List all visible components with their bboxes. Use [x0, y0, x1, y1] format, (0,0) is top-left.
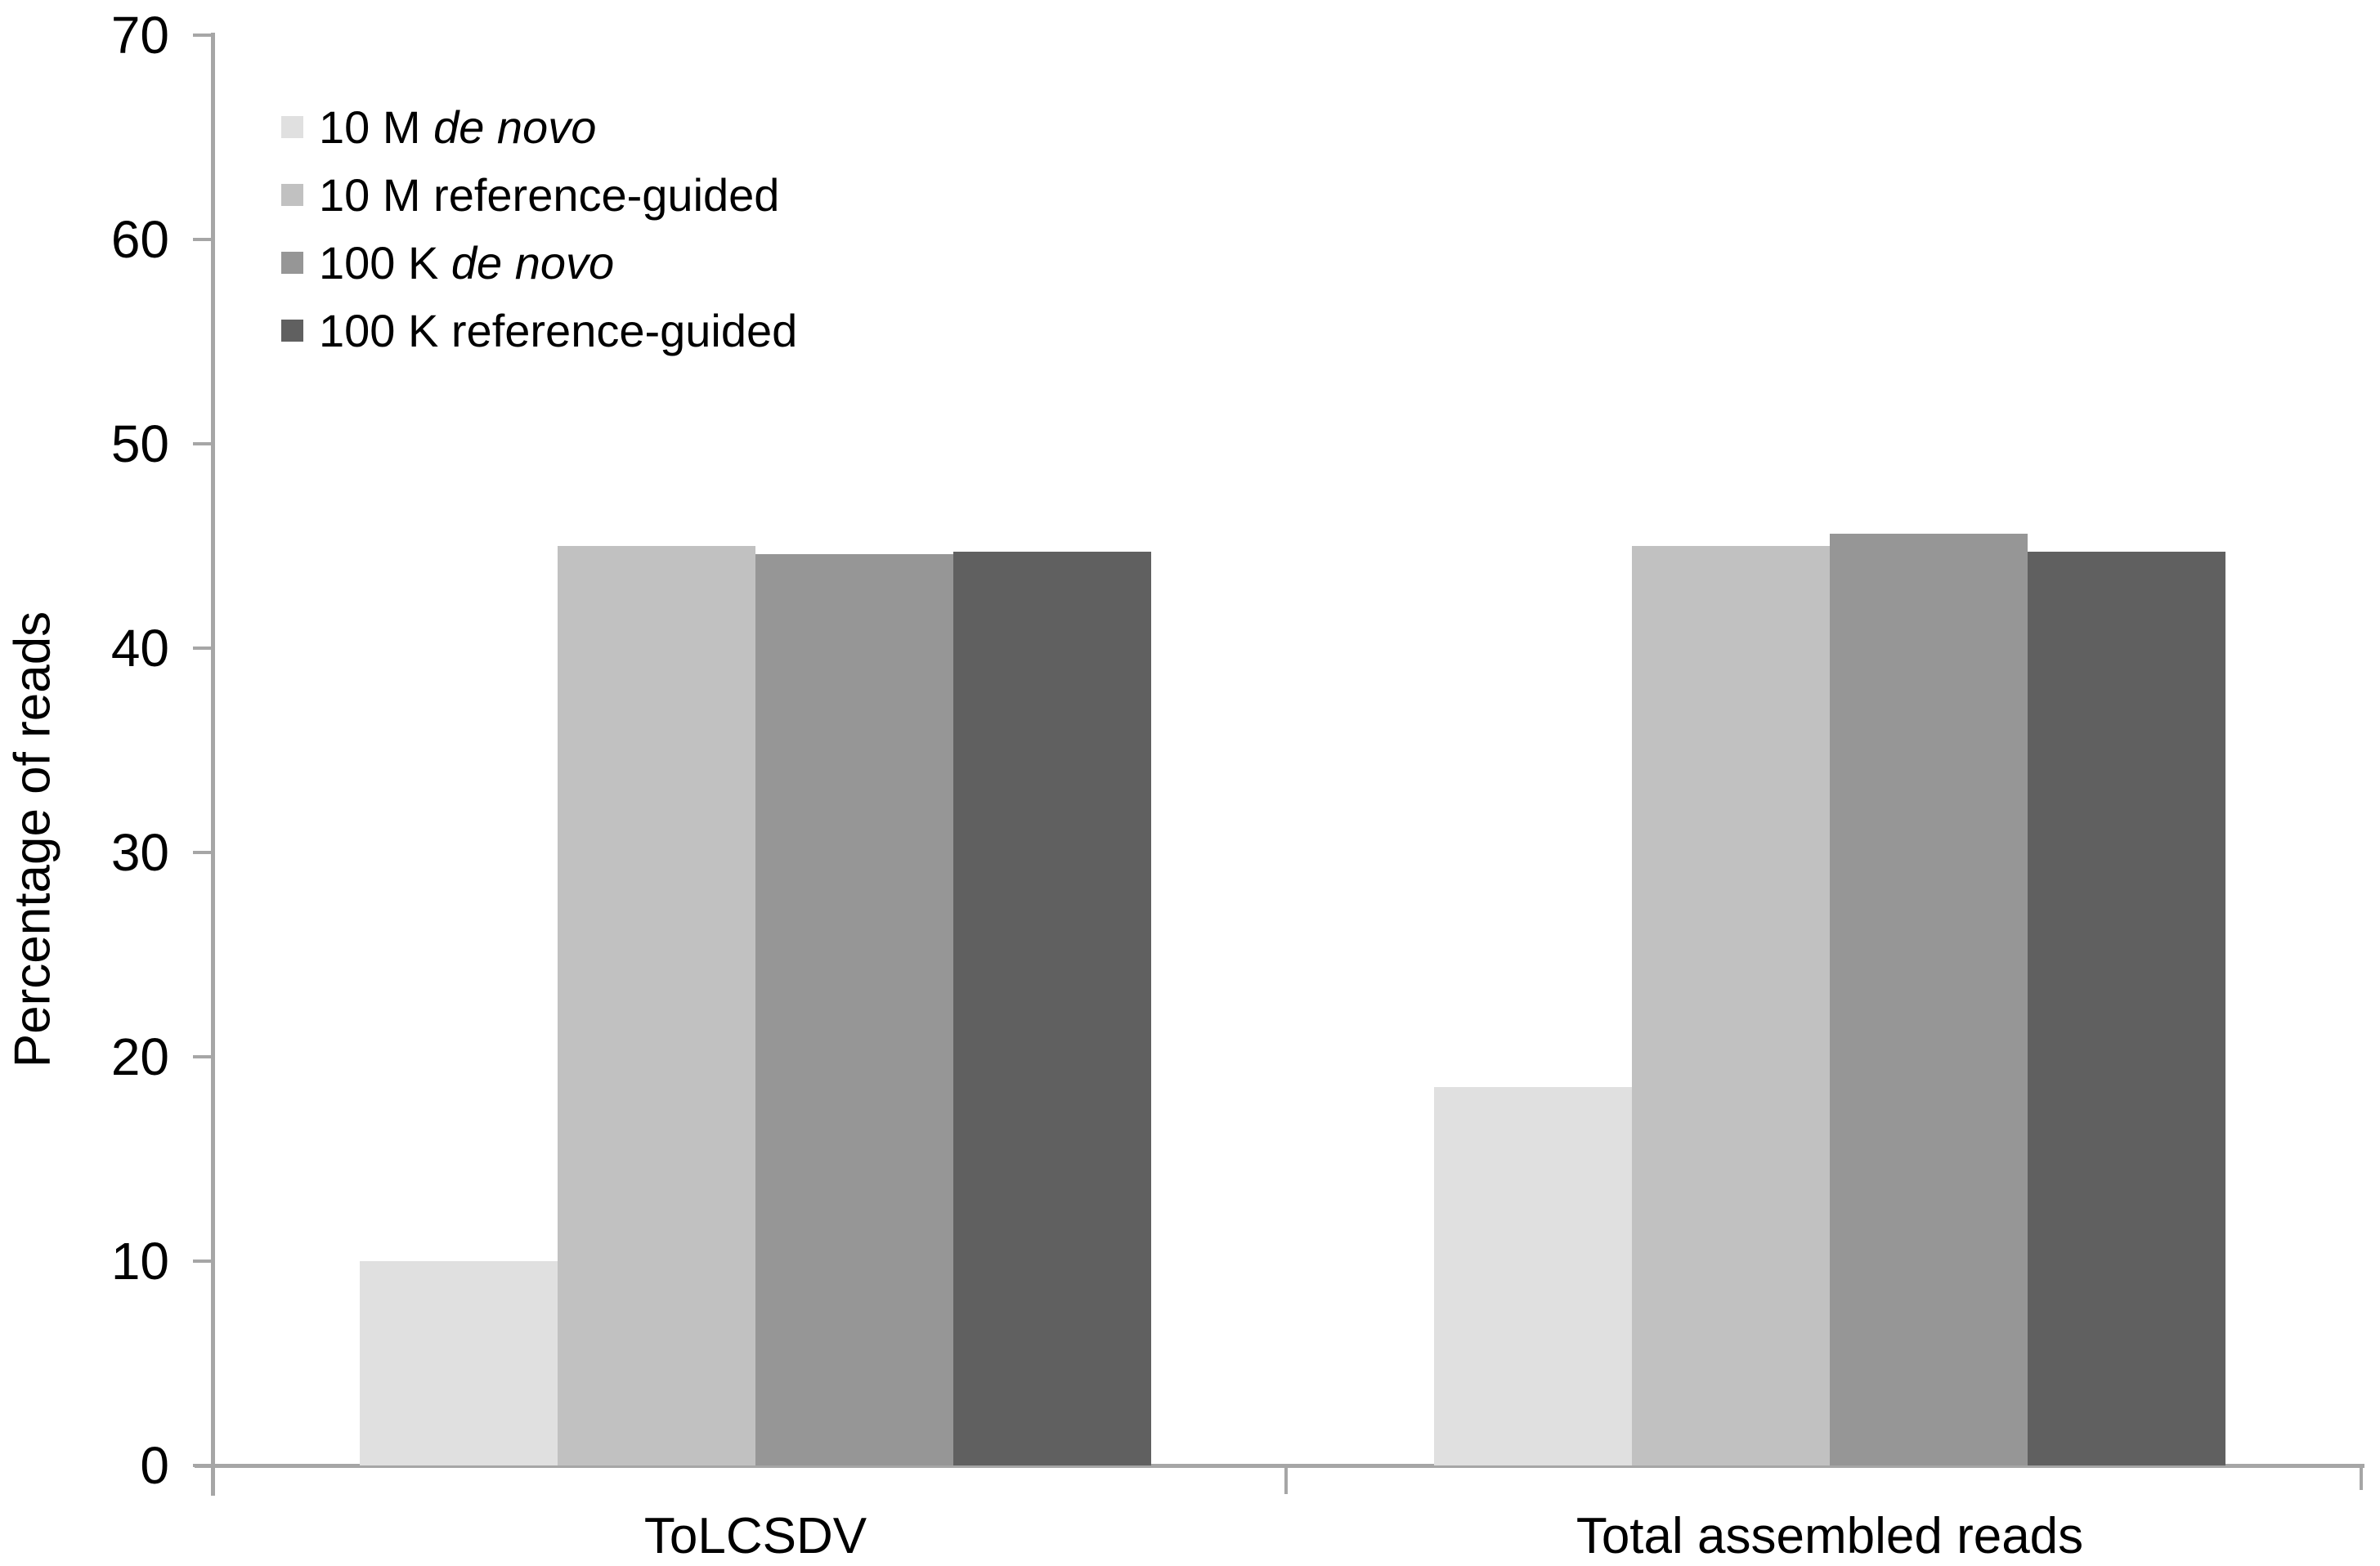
y-tick-mark-30: [193, 851, 213, 854]
y-tick-label-0: 0: [140, 1436, 169, 1495]
bar-tolcsdv-10-m-reference-guided: [558, 546, 755, 1465]
bar-total-assembled-reads-10-m-de-novo: [1434, 1087, 1632, 1465]
y-tick-label-30: 30: [110, 823, 169, 882]
x-tick-mark-1: [1284, 1465, 1288, 1494]
y-tick-mark-60: [193, 238, 213, 241]
legend-swatch-100-k-reference-guided: [281, 320, 303, 342]
legend-label-100-k-reference-guided: 100 K reference-guided: [319, 305, 798, 356]
y-tick-mark-10: [193, 1260, 213, 1263]
bar-total-assembled-reads-10-m-reference-guided: [1632, 546, 1830, 1465]
y-tick-mark-40: [193, 647, 213, 650]
x-axis-line: [195, 1464, 2364, 1468]
bar-tolcsdv-10-m-de-novo: [360, 1261, 558, 1465]
x-category-label-tolcsdv: ToLCSDV: [643, 1508, 867, 1564]
bar-tolcsdv-100-k-de-novo: [755, 554, 953, 1465]
y-tick-mark-50: [193, 442, 213, 445]
legend-label-10-m-de-novo: 10 M de novo: [319, 101, 597, 153]
y-tick-mark-0: [193, 1464, 213, 1467]
legend-label-100-k-de-novo: 100 K de novo: [319, 237, 615, 289]
y-tick-label-60: 60: [110, 210, 169, 269]
legend-swatch-10-m-reference-guided: [281, 184, 303, 206]
y-tick-label-40: 40: [110, 619, 169, 678]
y-tick-label-20: 20: [110, 1027, 169, 1086]
bar-total-assembled-reads-100-k-reference-guided: [2028, 552, 2225, 1465]
y-tick-mark-70: [193, 34, 213, 37]
bar-tolcsdv-100-k-reference-guided: [953, 552, 1151, 1465]
x-tick-mark-2: [2360, 1465, 2363, 1490]
y-tick-label-70: 70: [110, 6, 169, 65]
legend-swatch-100-k-de-novo: [281, 252, 303, 274]
legend-label-10-m-reference-guided: 10 M reference-guided: [319, 169, 780, 221]
y-tick-label-10: 10: [110, 1232, 169, 1291]
x-category-label-total-assembled-reads: Total assembled reads: [1575, 1508, 2084, 1564]
y-tick-label-50: 50: [110, 414, 169, 473]
legend-swatch-10-m-de-novo: [281, 116, 303, 138]
y-tick-mark-20: [193, 1055, 213, 1058]
bar-total-assembled-reads-100-k-de-novo: [1830, 534, 2028, 1465]
y-axis-line: [211, 33, 215, 1496]
